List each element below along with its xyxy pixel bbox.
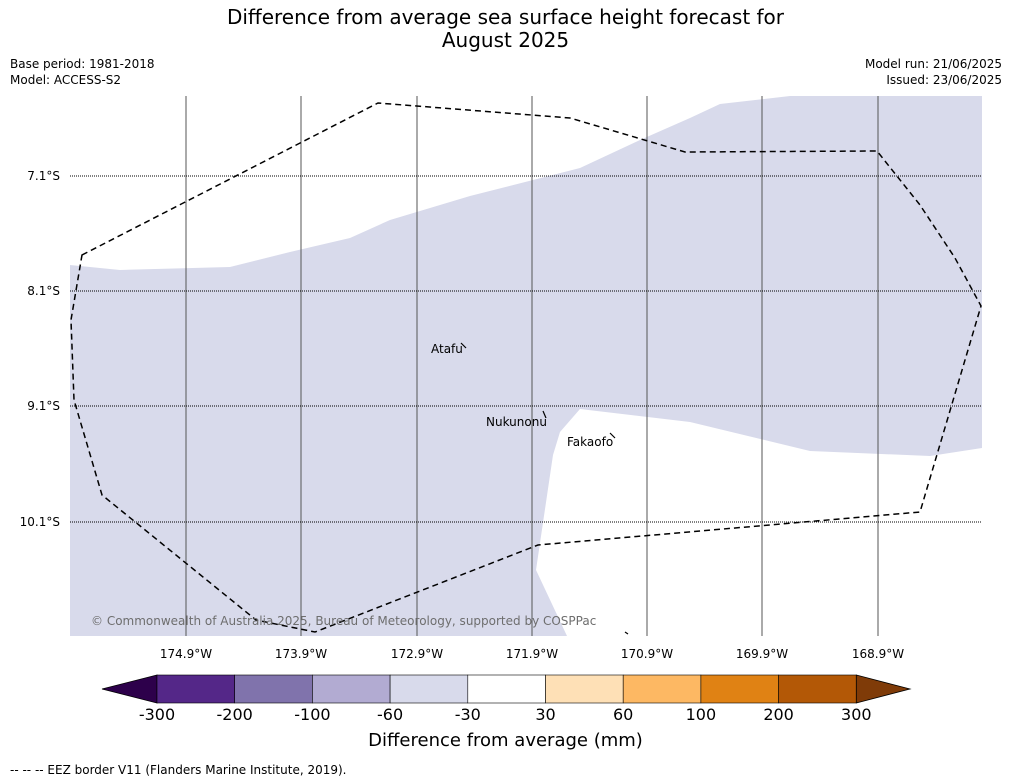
colorbar-label: Difference from average (mm) <box>368 730 643 751</box>
map-title: Difference from average sea surface heig… <box>0 6 1011 52</box>
colorbar-tick-label: -300 <box>138 705 176 724</box>
eez-border <box>70 102 982 633</box>
place-atafu: Atafu <box>431 342 463 356</box>
issued-date: Issued: 23/06/2025 <box>886 73 1002 87</box>
colorbar-bin <box>778 674 857 704</box>
colorbar-tick-label: 100 <box>685 705 717 724</box>
colorbar-bin <box>234 674 313 704</box>
colorbar-bin <box>467 674 546 704</box>
lat-label: 9.1°S <box>27 399 60 413</box>
fakaofo-island <box>609 432 616 439</box>
colorbar-tick-label: -100 <box>294 705 331 724</box>
parallels <box>70 175 982 523</box>
lon-label: 173.9°W <box>274 647 328 661</box>
colorbar-tick-label: -200 <box>216 705 253 724</box>
colorbar-bin <box>312 674 391 704</box>
nukunonu-island <box>542 410 547 419</box>
lon-label: 170.9°W <box>620 647 674 661</box>
meta-right: Model run: 21/06/2025 Issued: 23/06/2025 <box>865 56 1002 88</box>
copyright-notice: © Commonwealth of Australia 2025, Bureau… <box>91 614 597 628</box>
small-island <box>624 631 629 635</box>
colorbar-bin <box>545 674 624 704</box>
colorbar-bin <box>389 674 469 704</box>
model-run: Model run: 21/06/2025 <box>864 57 1002 71</box>
colorbar-extend-high <box>855 674 912 704</box>
meta-left: Base period: 1981-2018 Model: ACCESS-S2 <box>10 56 155 88</box>
colorbar-tick-label: 300 <box>841 705 872 724</box>
title-line-1: Difference from average sea surface heig… <box>226 5 785 29</box>
colorbar-bin <box>622 674 702 704</box>
lon-label: 169.9°W <box>735 647 789 661</box>
lon-label: 168.9°W <box>851 647 905 661</box>
lon-label: 174.9°W <box>159 647 213 661</box>
place-nukunonu: Nukunonu <box>486 415 547 429</box>
graticule <box>185 96 879 636</box>
colorbar <box>101 674 912 704</box>
colorbar-tick-label: -30 <box>454 705 481 724</box>
lat-label: 7.1°S <box>27 169 60 183</box>
colorbar-tick-label: 60 <box>613 705 634 724</box>
colorbar-bin <box>700 674 779 704</box>
model-name: Model: ACCESS-S2 <box>10 73 122 87</box>
lat-label: 8.1°S <box>27 284 60 298</box>
place-fakaofo: Fakaofo <box>567 435 614 449</box>
atafu-island <box>460 342 467 349</box>
colorbar-tick-label: 200 <box>763 705 794 724</box>
eez-footnote: -- -- -- EEZ border V11 (Flanders Marine… <box>10 763 347 777</box>
base-period: Base period: 1981-2018 <box>10 57 155 71</box>
lon-label: 171.9°W <box>505 647 559 661</box>
title-line-2: August 2025 <box>441 28 570 52</box>
colorbar-extend-low <box>101 674 158 704</box>
shaded-region <box>70 96 982 636</box>
colorbar-tick-label: 30 <box>535 705 556 724</box>
lat-label: 10.1°S <box>19 515 60 529</box>
colorbar-tick-label: -60 <box>377 705 404 724</box>
lon-label: 172.9°W <box>390 647 444 661</box>
colorbar-bin <box>156 674 235 704</box>
